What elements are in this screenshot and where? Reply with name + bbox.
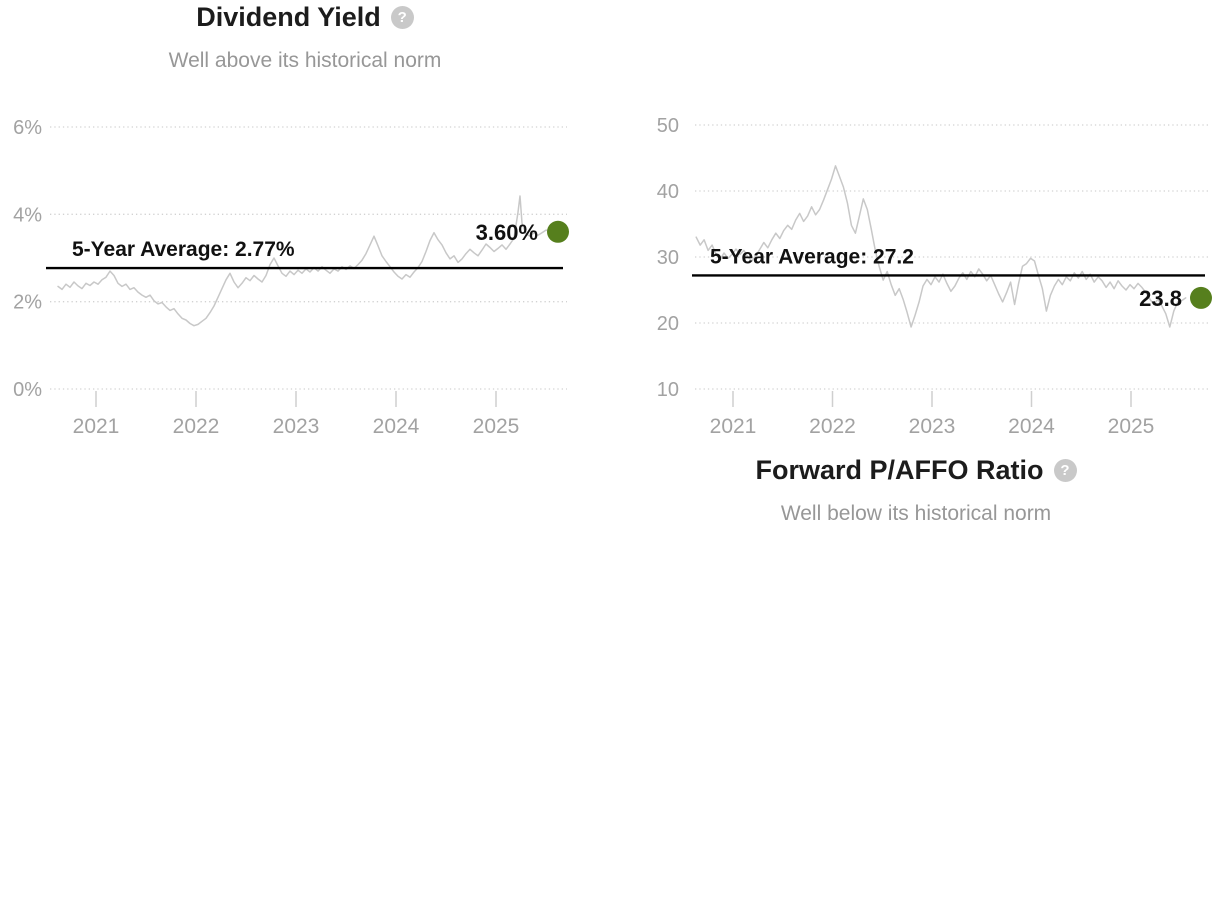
x-axis-tick-label: 2023 [273,415,320,438]
current-value-dot [1190,286,1212,309]
y-axis-tick-label: 50 [657,115,679,137]
forward-paffo-chart: Forward P/AFFO Ratio ? Well below its hi… [611,455,1221,902]
current-value-label: 3.60% [476,220,538,245]
help-question-icon[interactable]: ? [1053,458,1077,482]
series-line [695,165,1187,328]
y-axis-tick-label: 20 [657,313,679,335]
dividend-yield-chart: Dividend Yield ? Well above its historic… [0,2,610,453]
y-axis-tick-label: 6% [13,117,42,139]
x-axis-tick-label: 2023 [909,415,956,438]
y-axis-tick-label: 0% [13,379,42,401]
x-axis-tick-label: 2021 [710,415,757,438]
average-label: 5-Year Average: 2.77% [72,238,295,261]
chart-header: Forward P/AFFO Ratio ? [611,455,1221,485]
chart-subtitle: Well above its historical norm [168,49,442,72]
x-axis-tick-label: 2022 [809,415,856,438]
x-axis-tick-label: 2022 [173,415,220,438]
y-axis-tick-label: 2% [13,292,42,314]
chart-subtitle: Well below its historical norm [780,502,1052,525]
y-axis-tick-label: 40 [657,181,679,203]
y-axis-tick-label: 30 [657,247,679,269]
y-axis-tick-label: 4% [13,204,42,226]
y-axis-tick-label: 10 [657,379,679,401]
series-line [57,195,555,327]
x-axis-tick-label: 2025 [473,415,520,438]
help-question-icon[interactable]: ? [390,5,414,29]
x-axis-tick-label: 2021 [73,415,120,438]
charts-canvas: 0% 2% 4% 6% 2021 2022 2023 2024 2025 5-Year Avera… [13,115,1212,438]
chart-header: Dividend Yield ? [0,2,610,32]
x-axis-tick-label: 2024 [373,415,420,438]
current-value-label: 23.8 [1139,286,1182,311]
x-axis-tick-label: 2024 [1008,415,1055,438]
x-axis-tick-label: 2025 [1108,415,1155,438]
current-value-dot [547,220,569,243]
chart-title: Dividend Yield [196,2,381,32]
average-label: 5-Year Average: 27.2 [710,245,914,268]
chart-title: Forward P/AFFO Ratio [755,455,1044,485]
